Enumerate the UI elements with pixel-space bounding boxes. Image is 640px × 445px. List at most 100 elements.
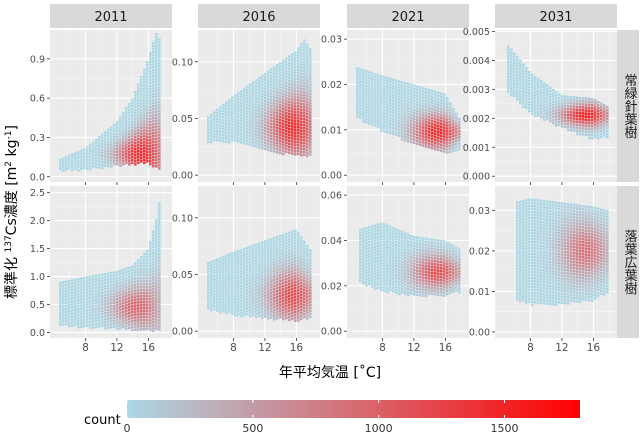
density-cell [158, 244, 161, 247]
density-cell [285, 313, 288, 317]
density-cell [71, 279, 74, 282]
density-cell [86, 321, 89, 324]
density-cell [225, 281, 228, 285]
density-cell [525, 94, 528, 97]
density-cell [140, 288, 143, 292]
density-cell [128, 287, 131, 291]
density-cell [561, 125, 564, 128]
density-cell [576, 102, 579, 106]
density-cell [137, 146, 140, 150]
density-cell [267, 130, 270, 134]
density-cell [291, 80, 294, 83]
density-cell [158, 89, 161, 92]
density-cell [80, 319, 83, 322]
density-cell [234, 121, 237, 124]
density-cell [437, 127, 440, 131]
density-cell [225, 296, 228, 300]
density-cell [371, 258, 374, 261]
density-cell [104, 131, 107, 134]
density-cell [371, 225, 374, 228]
density-cell [279, 264, 282, 268]
density-cell [116, 162, 119, 166]
density-cell [576, 99, 579, 103]
density-cell [276, 268, 279, 272]
density-cell [155, 60, 158, 63]
density-cell [210, 281, 213, 285]
density-cell [231, 273, 234, 276]
density-cell [222, 131, 225, 134]
density-cell [446, 121, 449, 124]
density-cell [255, 261, 258, 265]
density-cell [386, 269, 389, 273]
density-cell [434, 132, 437, 136]
density-cell [282, 83, 285, 87]
density-cell [416, 88, 419, 92]
density-cell [410, 279, 413, 283]
density-cell [110, 159, 113, 162]
density-cell [389, 128, 392, 132]
density-cell [380, 108, 383, 111]
density-cell [98, 154, 101, 157]
density-cell [74, 293, 77, 297]
density-cell [119, 152, 122, 155]
density-cell [582, 100, 585, 103]
density-cell [234, 284, 237, 287]
density-cell [528, 82, 531, 86]
density-cell [131, 122, 134, 125]
density-cell [83, 157, 86, 160]
density-cell [86, 294, 89, 297]
density-cell [365, 241, 368, 245]
density-cell [434, 275, 437, 278]
density-cell [419, 143, 422, 146]
density-cell [309, 285, 312, 288]
density-cell [404, 289, 407, 292]
density-cell [270, 95, 273, 98]
density-cell [404, 244, 407, 247]
density-cell [213, 111, 216, 114]
density-cell [297, 56, 300, 59]
density-cell [155, 81, 158, 84]
density-cell [59, 320, 62, 324]
density-cell [216, 294, 219, 297]
density-cell [276, 127, 279, 130]
density-cell [386, 251, 389, 255]
density-cell [228, 105, 231, 108]
density-cell [407, 115, 410, 119]
density-cell [107, 323, 110, 326]
density-cell [428, 139, 431, 143]
density-cell [413, 132, 416, 136]
density-cell [113, 280, 116, 283]
density-cell [80, 164, 83, 168]
x-tick-label: 12 [258, 342, 271, 354]
density-cell [288, 231, 291, 235]
density-cell [437, 242, 440, 246]
density-cell [270, 277, 273, 280]
density-cell [555, 109, 558, 112]
density-cell [261, 304, 264, 307]
y-tick-label: 0.00 [172, 171, 193, 182]
density-cell [104, 158, 107, 161]
density-cell [131, 301, 134, 304]
density-cell [555, 118, 558, 121]
density-cell [374, 269, 377, 272]
density-cell [434, 144, 437, 148]
density-cell [531, 79, 534, 83]
density-cell [104, 288, 107, 291]
density-cell [291, 104, 294, 107]
density-cell [216, 123, 219, 127]
density-cell [401, 120, 404, 123]
density-cell [134, 262, 137, 265]
density-cell [113, 277, 116, 280]
density-cell [449, 261, 452, 264]
density-cell [131, 280, 134, 283]
density-cell [440, 260, 443, 264]
density-cell [383, 253, 386, 256]
density-cell [371, 93, 374, 96]
density-cell [128, 308, 131, 312]
density-cell [273, 243, 276, 246]
density-cell [306, 263, 309, 266]
density-cell [309, 252, 312, 255]
density-cell [513, 82, 516, 86]
density-cell [225, 293, 228, 297]
density-cell [273, 126, 276, 129]
